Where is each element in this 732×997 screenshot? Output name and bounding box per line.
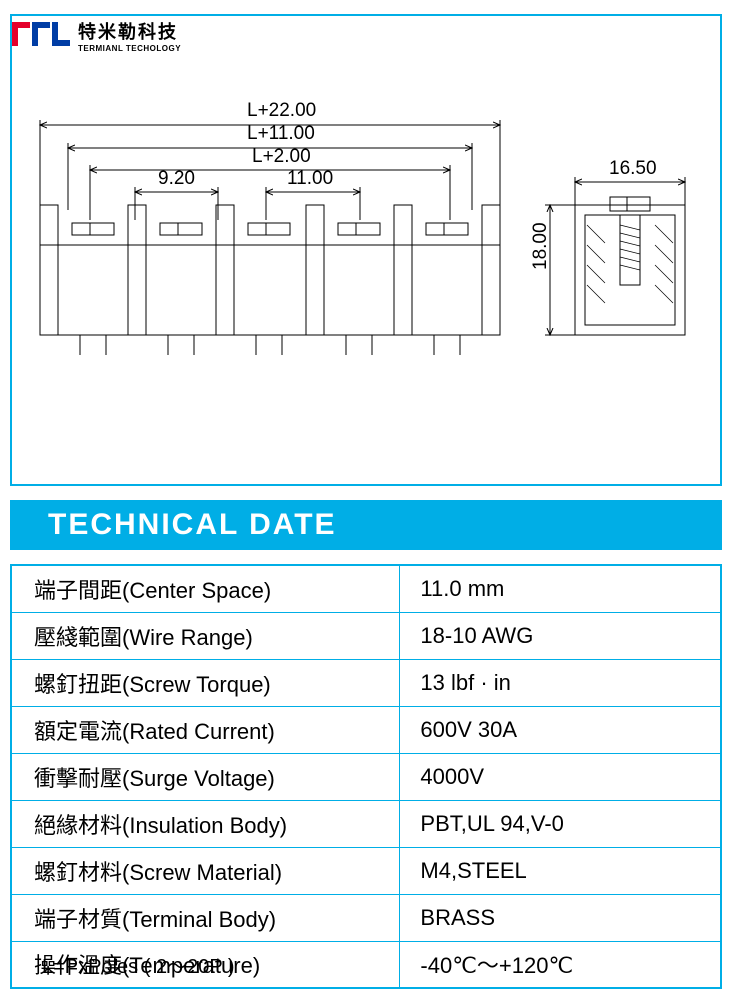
spec-label: 螺釘扭距(Screw Torque): [11, 659, 400, 706]
dim-l11: L+11.00: [247, 123, 315, 145]
section-title: TECHNICAL DATE: [48, 508, 337, 542]
logo-text-en: TERMIANL TECHOLOGY: [78, 44, 181, 53]
spec-table: 端子間距(Center Space)11.0 mm壓綫範圍(Wire Range…: [10, 564, 722, 989]
spec-label: 操作溫度(Temperature): [11, 941, 400, 988]
table-row: 端子間距(Center Space)11.0 mm: [11, 565, 721, 612]
dim-l2: L+2.00: [252, 146, 311, 168]
logo-text-cn: 特米勒科技: [78, 18, 181, 44]
dim-width: 16.50: [609, 158, 657, 180]
table-row: 螺釘材料(Screw Material)M4,STEEL: [11, 847, 721, 894]
spec-label: 額定電流(Rated Current): [11, 706, 400, 753]
spec-value: 600V 30A: [400, 706, 721, 753]
spec-value: 18-10 AWG: [400, 612, 721, 659]
page: 特米勒科技 TERMIANL TECHOLOGY: [0, 0, 732, 997]
logo-mark-icon: [12, 18, 72, 50]
spec-label: 端子材質(Terminal Body): [11, 894, 400, 941]
table-row: 螺釘扭距(Screw Torque)13 lbf · in: [11, 659, 721, 706]
spec-value: M4,STEEL: [400, 847, 721, 894]
table-row: 壓綫範圍(Wire Range)18-10 AWG: [11, 612, 721, 659]
section-header: TECHNICAL DATE: [10, 500, 722, 550]
spec-value: PBT,UL 94,V-0: [400, 800, 721, 847]
spec-label: 端子間距(Center Space): [11, 565, 400, 612]
spec-value: 13 lbf · in: [400, 659, 721, 706]
spec-value: -40℃～+120℃: [400, 941, 721, 988]
technical-drawing: [20, 70, 712, 430]
spec-label: 絕緣材料(Insulation Body): [11, 800, 400, 847]
table-row: 絕緣材料(Insulation Body)PBT,UL 94,V-0: [11, 800, 721, 847]
spec-value: BRASS: [400, 894, 721, 941]
dim-l22: L+22.00: [247, 100, 316, 122]
table-row: 衝擊耐壓(Surge Voltage)4000V: [11, 753, 721, 800]
table-row: 額定電流(Rated Current)600V 30A: [11, 706, 721, 753]
logo: 特米勒科技 TERMIANL TECHOLOGY: [12, 18, 181, 53]
spec-label: 螺釘材料(Screw Material): [11, 847, 400, 894]
dim-pitch-a: 9.20: [158, 168, 195, 190]
spec-value: 11.0 mm: [400, 565, 721, 612]
dim-height: 18.00: [530, 222, 552, 270]
table-row: 端子材質(Terminal Body)BRASS: [11, 894, 721, 941]
table-row: 操作溫度(Temperature)-40℃～+120℃: [11, 941, 721, 988]
spec-value: 4000V: [400, 753, 721, 800]
spec-label: 壓綫範圍(Wire Range): [11, 612, 400, 659]
spec-label: 衝擊耐壓(Surge Voltage): [11, 753, 400, 800]
dim-pitch-b: 11.00: [287, 168, 333, 190]
